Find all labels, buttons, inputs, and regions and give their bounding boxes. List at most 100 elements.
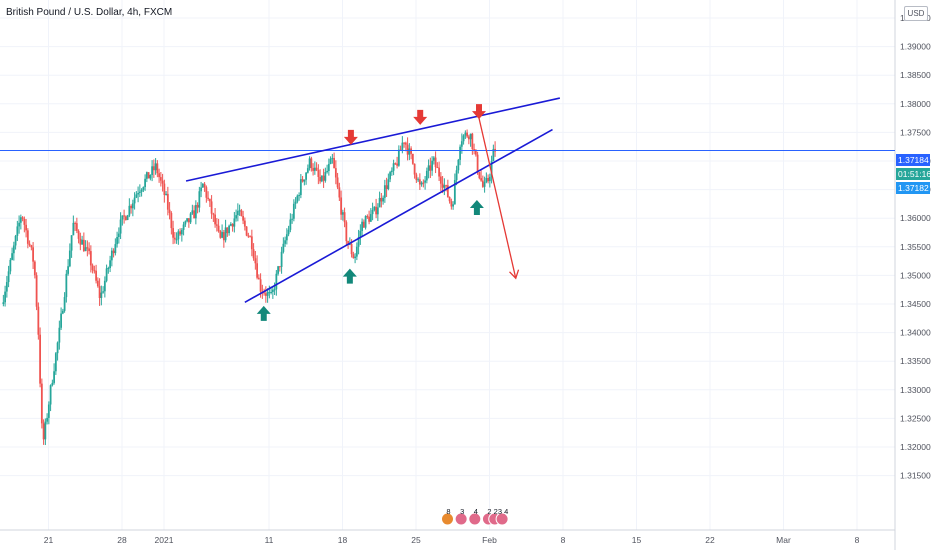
candle-body [306,168,309,173]
candle-body [424,180,426,183]
candle-body [26,230,29,244]
candle-body [282,243,285,252]
projection-arrow-head [509,269,520,280]
candle-body [123,215,125,217]
candle-body [166,193,169,210]
candle-body [427,165,430,171]
candle-body [448,197,451,202]
currency-badge[interactable]: USD [904,6,928,21]
candle-body [471,133,474,150]
candle-body [201,183,204,188]
candle-body [425,170,428,181]
candle-body [354,256,356,259]
wedge-lower-trendline[interactable] [244,128,553,303]
candle-body [397,149,400,166]
candle-body [364,216,367,228]
candle-body [270,292,272,294]
candle-body [58,327,61,343]
candle-body [5,282,8,292]
candle-body [23,218,26,225]
time-tick-label: 21 [44,535,54,545]
candle-body [336,177,339,188]
time-tick-label: Feb [482,535,497,545]
event-marker-icon[interactable] [454,512,468,526]
event-marker-icon[interactable] [495,512,509,526]
last-price-tag: 1.37184 [896,154,930,166]
candle-body [198,191,201,208]
bullish-arrow-icon [256,305,271,321]
candle-body [464,132,467,136]
candle-body [240,210,243,217]
candle-body [32,247,34,262]
candle-body [156,163,159,174]
candle-body [147,172,150,179]
candle-body [60,313,62,328]
candle-body [319,176,321,182]
candle-body [401,142,404,150]
candle-body [415,174,418,181]
candle-body [252,249,255,259]
candle-body [194,204,197,219]
candle-body [107,267,110,269]
candle-body [418,179,421,185]
candle-body [219,231,222,238]
candle-body [207,197,209,199]
candle-body [184,221,187,225]
price-tick-label: 1.31500 [900,471,931,481]
candle-body [126,215,129,221]
candle-body [439,176,442,184]
candle-body [480,178,482,181]
wedge-upper-trendline[interactable] [185,97,561,182]
candle-body [422,182,425,184]
candle-body [247,235,250,237]
candle-body [345,222,348,242]
candle-body [187,218,190,223]
candle-body [177,231,180,240]
candle-body [385,185,388,189]
time-tick-label: 28 [117,535,127,545]
candle-body [72,222,75,236]
candle-body [89,251,92,266]
candle-body [103,280,106,292]
candle-body [215,224,218,226]
candle-body [445,185,447,187]
candle-body [47,404,50,418]
candle-body [299,179,302,196]
candle-body [203,183,206,188]
candle-body [35,275,38,307]
candle-body [434,157,437,168]
projection-arrow-line[interactable] [478,117,517,279]
candle-body [488,176,491,182]
candle-body [33,261,36,276]
candle-body [208,198,211,202]
candle-body [485,177,488,183]
event-marker-icon[interactable] [441,512,454,526]
candle-body [275,273,278,290]
candle-body [287,229,290,235]
candle-body [159,177,162,181]
candle-body [226,227,229,234]
event-marker-icon[interactable] [468,512,482,526]
candle-body [172,228,174,238]
candle-body [95,270,97,281]
candle-body [410,148,412,154]
candle-body [460,141,463,147]
candle-body [236,211,239,216]
candle-body [250,236,253,250]
candle-body [74,222,76,224]
candle-body [343,212,346,223]
candle-body [331,158,334,160]
candle-body [96,280,99,287]
candle-body [315,167,318,171]
candle-body [77,230,80,239]
candle-body [320,175,323,182]
candle-body [333,158,335,169]
candle-body [291,218,293,220]
candle-body [168,209,171,214]
price-tick-label: 1.35000 [900,270,931,280]
candle-body [308,158,311,169]
candle-body [483,182,486,187]
candle-body [151,166,153,175]
